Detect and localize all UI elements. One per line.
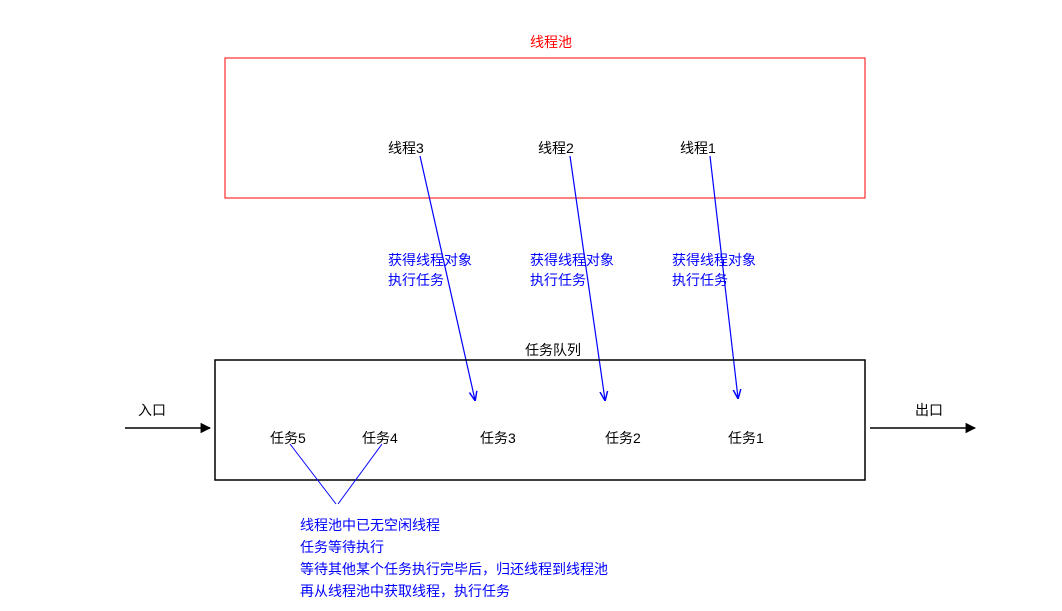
edge-label-3-l2: 执行任务 [672,270,728,290]
thread-pool-title: 线程池 [530,32,572,52]
note-line-4: 再从线程池中获取线程，执行任务 [300,581,510,601]
diagram-svg [0,0,1062,611]
thread-label-3: 线程1 [680,138,716,158]
wait-line-2 [338,444,382,504]
thread-pool-box [225,58,865,198]
task-queue-box [215,360,865,480]
note-line-2: 任务等待执行 [300,537,384,557]
edge-label-2-l1: 获得线程对象 [530,250,614,270]
wait-line-1 [290,444,336,504]
task-label-2: 任务4 [362,428,398,448]
edge-label-1-l2: 执行任务 [388,270,444,290]
thread-label-2: 线程2 [538,138,574,158]
edge-label-1-l1: 获得线程对象 [388,250,472,270]
exit-label: 出口 [915,400,943,420]
task-label-3: 任务3 [480,428,516,448]
edge-label-2-l2: 执行任务 [530,270,586,290]
task-label-1: 任务5 [270,428,306,448]
note-line-1: 线程池中已无空闲线程 [300,515,440,535]
edge-label-3-l1: 获得线程对象 [672,250,756,270]
thread-label-1: 线程3 [388,138,424,158]
task-label-4: 任务2 [605,428,641,448]
note-line-3: 等待其他某个任务执行完毕后，归还线程到线程池 [300,559,608,579]
task-label-5: 任务1 [728,428,764,448]
task-queue-title: 任务队列 [525,340,581,360]
entry-label: 入口 [138,400,166,420]
